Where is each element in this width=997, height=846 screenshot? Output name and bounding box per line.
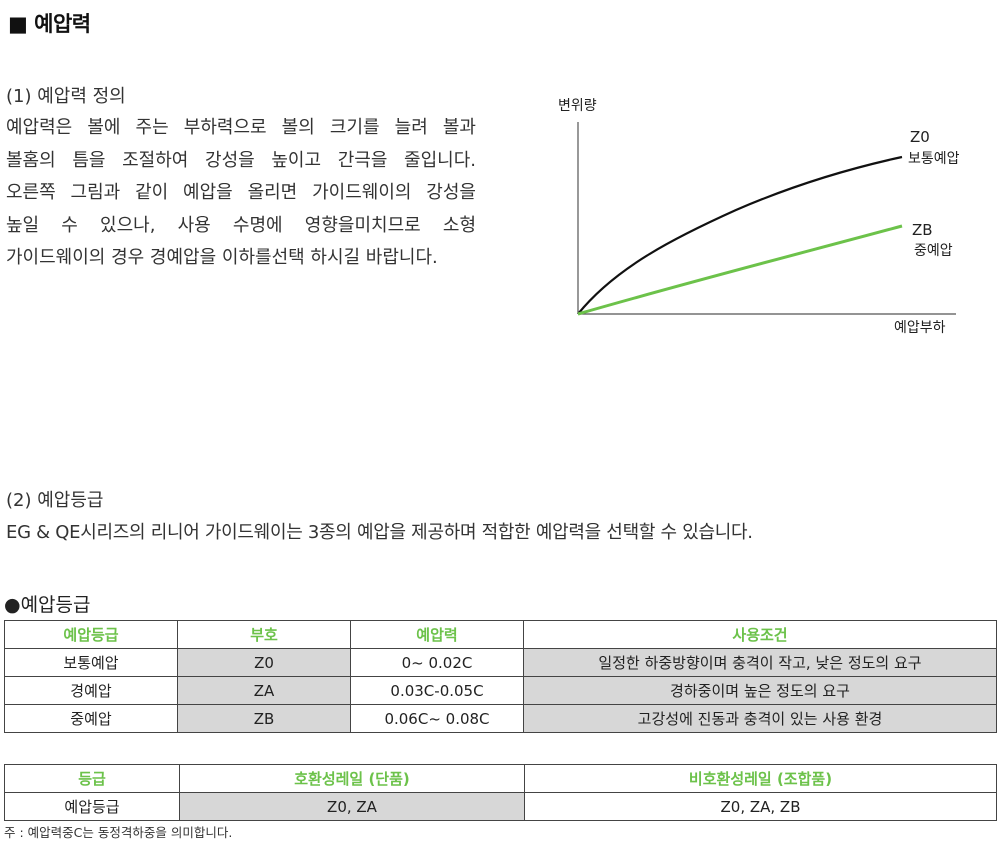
table-header-cell: 예압력 [350,620,524,649]
section1-heading: (1) 예압력 정의 [6,86,126,107]
table-header-cell: 부호 [177,620,351,649]
section1-line: 예압력은 볼에 주는 부하력으로 볼의 크기를 늘려 볼과 [6,117,476,138]
table-cell: 경예압 [4,676,178,705]
section2-heading: (2) 예압등급 [6,490,104,511]
table-header-cell: 호환성레일 (단품) [179,764,525,793]
table-cell: 경하중이며 높은 정도의 요구 [523,676,997,705]
preload-grade-table: 예압등급 부호 예압력 사용조건 보통예압 Z0 0~ 0.02C 일정한 하중… [4,620,997,733]
table-cell: 중예압 [4,704,178,733]
table-cell: Z0, ZA [179,792,525,821]
series-z0-sublabel: 보통예압 [908,151,960,167]
preload-grade-heading: ●예압등급 [4,594,91,616]
table-cell: 고강성에 진동과 충격이 있는 사용 환경 [523,704,997,733]
footnote: 주 : 예압력중C는 동정격하중을 의미합니다. [4,825,233,840]
table-header-cell: 사용조건 [523,620,997,649]
table-cell: 0.03C-0.05C [350,676,524,705]
table-cell: Z0, ZA, ZB [524,792,997,821]
preload-chart: 변위량 예압부하 Z0 보통예압 ZB 중예압 [558,98,960,336]
table-header-row: 예압등급 부호 예압력 사용조건 [4,620,997,649]
table-cell: Z0 [177,648,351,677]
chart-x-axis-label: 예압부하 [894,320,946,336]
series-zb-label: ZB [912,221,933,239]
table-cell: 0~ 0.02C [350,648,524,677]
table-header-cell: 등급 [4,764,180,793]
table-cell: 예압등급 [4,792,180,821]
section2-body: EG & QE시리즈의 리니어 가이드웨이는 3종의 예압을 제공하며 적합한 … [6,522,753,543]
series-zb-line [577,224,903,316]
section1-line: 오른쪽 그림과 같이 예압을 올리면 가이드웨이의 강성을 [6,182,476,203]
table-cell: 0.06C~ 0.08C [350,704,524,733]
page-title: ■ 예압력 [8,12,91,36]
series-z0-label: Z0 [910,128,930,146]
table-cell: ZB [177,704,351,733]
table-cell: 일정한 하중방향이며 충격이 작고, 낮은 정도의 요구 [523,648,997,677]
section1-body: 예압력은 볼에 주는 부하력으로 볼의 크기를 늘려 볼과 볼홈의 틈을 조절하… [6,112,476,275]
section1-line: 볼홈의 틈을 조절하여 강성을 높이고 간극을 줄입니다. [6,149,476,171]
table-cell: ZA [177,676,351,705]
chart-y-axis-label: 변위량 [558,98,597,114]
table-header-cell: 예압등급 [4,620,178,649]
rail-compatibility-table: 등급 호환성레일 (단품) 비호환성레일 (조합품) 예압등급 Z0, ZA Z… [4,764,997,821]
table-row: 중예압 ZB 0.06C~ 0.08C 고강성에 진동과 충격이 있는 사용 환… [4,704,997,733]
series-zb-sublabel: 중예압 [914,243,953,259]
table-header-row: 등급 호환성레일 (단품) 비호환성레일 (조합품) [4,764,997,793]
section1-line: 높일 수 있으나, 사용 수명에 영향을미치므로 소형 [6,214,476,236]
table-header-cell: 비호환성레일 (조합품) [524,764,997,793]
table-row: 보통예압 Z0 0~ 0.02C 일정한 하중방향이며 충격이 작고, 낮은 정… [4,648,997,677]
table-row: 경예압 ZA 0.03C-0.05C 경하중이며 높은 정도의 요구 [4,676,997,705]
table-row: 예압등급 Z0, ZA Z0, ZA, ZB [4,792,997,821]
table-cell: 보통예압 [4,648,178,677]
series-z0-line [577,155,903,315]
section1-line: 가이드웨이의 경우 경예압을 이하를선택 하시길 바랍니다. [6,247,438,268]
